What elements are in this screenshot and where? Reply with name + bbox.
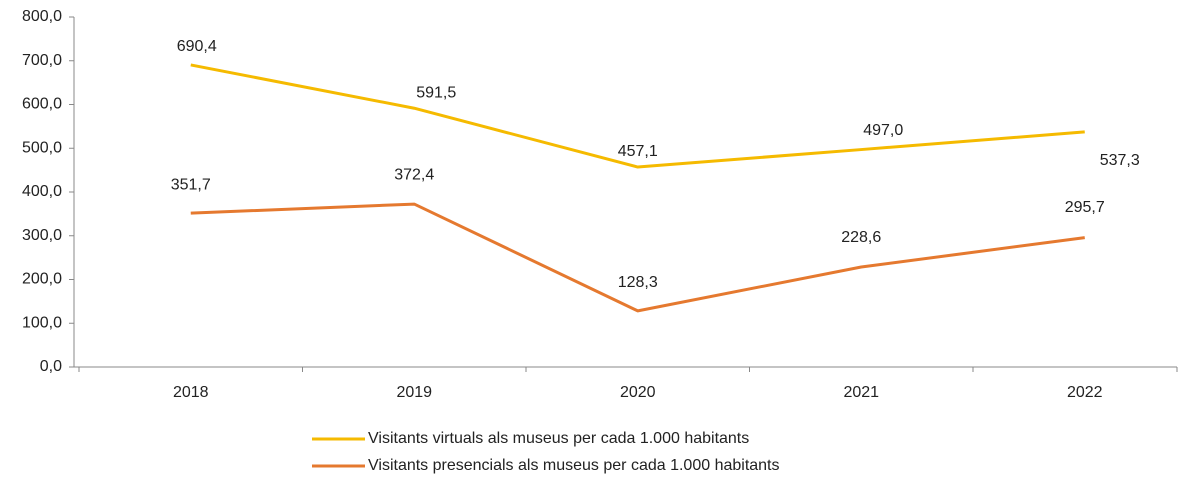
x-tick-label: 2019 xyxy=(396,384,432,401)
y-tick-label: 100,0 xyxy=(22,314,62,331)
data-label: 497,0 xyxy=(863,122,903,139)
data-label: 537,3 xyxy=(1100,152,1140,169)
y-tick-label: 400,0 xyxy=(22,183,62,200)
data-label: 295,7 xyxy=(1065,199,1105,216)
y-tick-label: 800,0 xyxy=(22,8,62,25)
data-label: 372,4 xyxy=(394,166,434,183)
data-label: 228,6 xyxy=(841,229,881,246)
y-tick-label: 700,0 xyxy=(22,52,62,69)
data-label: 351,7 xyxy=(171,176,211,193)
y-tick-label: 300,0 xyxy=(22,227,62,244)
data-label: 457,1 xyxy=(618,143,658,160)
x-tick-label: 2018 xyxy=(173,384,209,401)
legend-label: Visitants virtuals als museus per cada 1… xyxy=(368,430,749,447)
legend-label: Visitants presencials als museus per cad… xyxy=(368,457,780,474)
x-tick-label: 2020 xyxy=(620,384,656,401)
data-label: 128,3 xyxy=(618,274,658,291)
y-tick-label: 500,0 xyxy=(22,139,62,156)
x-tick-label: 2021 xyxy=(843,384,879,401)
y-tick-label: 0,0 xyxy=(40,358,62,375)
series-line xyxy=(190,63,1085,169)
data-label: 591,5 xyxy=(416,84,456,101)
y-tick-label: 600,0 xyxy=(22,96,62,113)
y-tick-label: 200,0 xyxy=(22,271,62,288)
data-label: 690,4 xyxy=(177,38,217,55)
series-line xyxy=(190,202,1085,313)
x-tick-label: 2022 xyxy=(1067,384,1103,401)
